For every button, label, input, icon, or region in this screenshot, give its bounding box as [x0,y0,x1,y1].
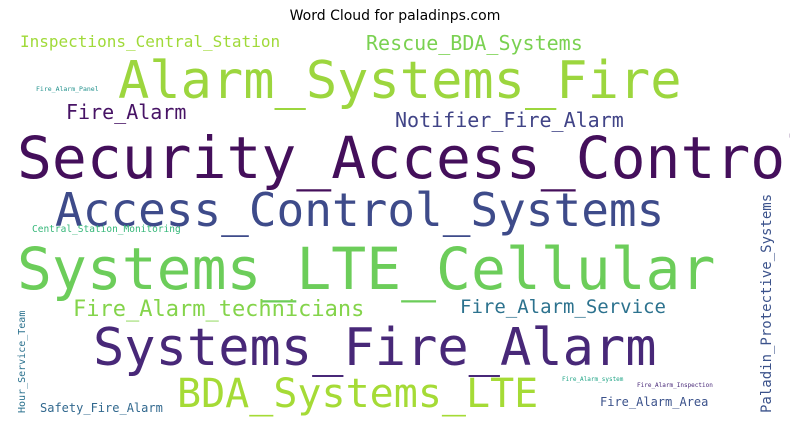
word-fire-alarm-technicians: Fire_Alarm_technicians [73,297,364,322]
word-access-control-systems: Access_Control_Systems [55,183,664,237]
word-paladin-protective-systems: Paladin_Protective_Systems [759,194,775,413]
word-fire-alarm-area: Fire_Alarm_Area [600,395,708,409]
word-rescue-bda-systems: Rescue_BDA_Systems [366,31,583,55]
chart-title: Word Cloud for paladinps.com [289,8,501,24]
word-systems-fire-alarm: Systems_Fire_Alarm [93,318,657,378]
word-safety-fire-alarm: Safety_Fire_Alarm [40,401,163,415]
word-fire-alarm-panel: Fire_Alarm_Panel [36,85,99,93]
word-fire-alarm-inspection: Fire_Alarm_Inspection [637,382,713,389]
word-fire-alarm-system: Fire_Alarm_system [562,376,624,383]
word-hour-service-team: Hour_Service_Team [17,311,28,413]
word-fire-alarm-service: Fire_Alarm_Service [460,296,666,318]
word-security-access-control: Security_Access_Control [17,124,790,192]
word-inspections-central-station: Inspections_Central_Station [20,32,280,51]
word-notifier-fire-alarm: Notifier_Fire_Alarm [395,108,624,132]
word-alarm-systems-fire: Alarm_Systems_Fire [118,51,682,111]
word-systems-lte-cellular: Systems_LTE_Cellular [17,235,715,303]
word-bda-systems-lte: BDA_Systems_LTE [177,371,538,417]
word-central-station-monitoring: Central_Station_Monitoring [32,224,181,235]
word-fire-alarm: Fire_Alarm [66,100,186,124]
